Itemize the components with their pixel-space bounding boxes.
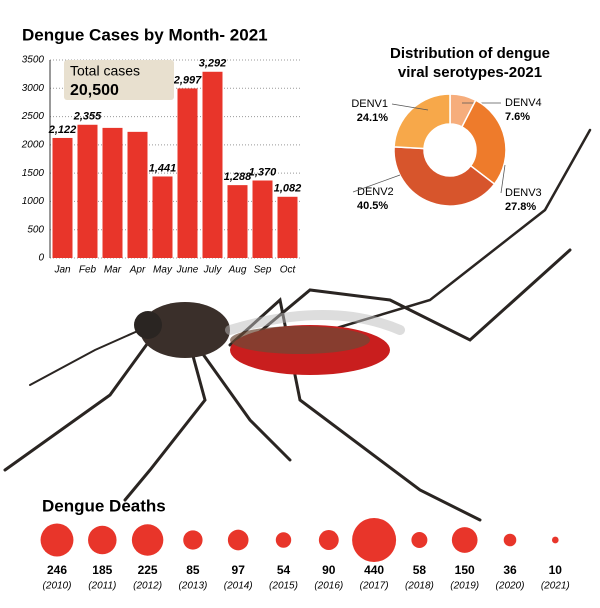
pie-slice (393, 146, 496, 207)
y-tick-label: 3500 (22, 55, 45, 66)
x-tick-label: Feb (79, 265, 97, 276)
bubble-category-label: (2011) (88, 581, 116, 592)
y-tick-label: 3000 (22, 83, 45, 94)
bubble (503, 533, 517, 547)
annotation-box (64, 60, 174, 100)
bubble-category-label: (2020) (496, 581, 525, 592)
bar (152, 176, 173, 258)
bubble (411, 532, 428, 548)
bubble-category-label: (2021) (541, 581, 570, 592)
bar (77, 124, 98, 258)
y-tick-label: 2000 (21, 139, 45, 150)
leader-line (500, 164, 506, 194)
bubble-category-label: (2017) (360, 581, 389, 592)
bubble-value-label: 185 (92, 563, 112, 577)
bubble-value-label: 246 (47, 563, 67, 577)
bubble-category-label: (2018) (405, 581, 434, 592)
pie-category-label: DENV1 (351, 98, 388, 110)
data-label: 1,441 (149, 162, 177, 174)
bubble-title: Dengue Deaths (42, 496, 166, 515)
bubble (183, 530, 203, 550)
pie-category-label: DENV4 (505, 97, 542, 109)
bubble-value-label: 36 (503, 563, 517, 577)
bubble-category-label: (2010) (43, 581, 72, 592)
data-label: 1,288 (224, 171, 252, 183)
x-tick-label: Sep (254, 265, 272, 276)
bubble-value-label: 58 (413, 563, 427, 577)
x-tick-label: Mar (104, 265, 122, 276)
bubble-category-label: (2015) (269, 581, 298, 592)
bubble (551, 536, 559, 544)
bubble (318, 530, 339, 550)
data-label: 3,292 (199, 58, 227, 70)
bubble-value-label: 85 (186, 563, 200, 577)
bubble-category-label: (2012) (133, 581, 162, 592)
bar (252, 180, 273, 258)
pie-title: Distribution of dengue viral serotypes-2… (390, 45, 550, 81)
y-tick-label: 1500 (22, 168, 45, 179)
pie-category-label: DENV3 (505, 187, 542, 199)
bubble-category-label: (2019) (450, 581, 479, 592)
bubble (88, 525, 117, 555)
y-tick-label: 500 (27, 224, 44, 235)
pie-value-label: 24.1% (357, 112, 388, 124)
pie-slice (393, 93, 451, 150)
bubble-value-label: 97 (232, 563, 246, 577)
bubble (451, 527, 478, 553)
bubble-value-label: 54 (277, 563, 291, 577)
x-tick-label: Aug (228, 265, 247, 276)
annotation-value: 20,500 (70, 82, 119, 99)
annotation-label: Total cases (70, 63, 140, 79)
x-tick-label: Jan (53, 265, 71, 276)
data-label: 2,997 (173, 74, 202, 86)
bubble (131, 524, 164, 556)
y-tick-label: 1000 (22, 196, 45, 207)
bar (227, 185, 248, 258)
bubble-category-label: (2013) (178, 581, 207, 592)
bubble-category-label: (2016) (314, 581, 343, 592)
bar (102, 127, 123, 258)
x-tick-label: Apr (129, 265, 146, 276)
bar (177, 88, 198, 258)
bar (202, 71, 223, 259)
mosquito-illustration (3, 128, 592, 522)
pie-category-label: DENV2 (357, 186, 394, 198)
pie-value-label: 40.5% (357, 200, 388, 212)
y-tick-label: 2500 (21, 111, 45, 122)
chart-title: Dengue Cases by Month- 2021 (22, 25, 268, 44)
x-tick-label: May (153, 265, 173, 276)
bubble-value-label: 225 (138, 563, 158, 577)
data-label: 1,370 (249, 166, 277, 178)
x-tick-label: July (203, 265, 223, 276)
bubble-value-label: 150 (455, 563, 475, 577)
bubble (352, 518, 397, 562)
x-tick-label: June (176, 265, 199, 276)
leader-line (391, 103, 429, 111)
data-label: 2,122 (48, 124, 77, 136)
data-label: 2,355 (73, 111, 102, 123)
bubble-category-label: (2014) (224, 581, 253, 592)
bubble-value-label: 90 (322, 563, 336, 577)
data-label: 1,082 (274, 183, 302, 195)
bubble (275, 532, 292, 548)
pie-value-label: 27.8% (505, 201, 536, 213)
bar (277, 196, 298, 258)
bubble (40, 523, 74, 557)
bar (127, 131, 148, 258)
x-tick-label: Oct (280, 265, 297, 276)
pie-value-label: 7.6% (505, 111, 530, 123)
bubble-value-label: 440 (364, 563, 384, 577)
leader-line (352, 174, 401, 193)
bar (52, 137, 73, 258)
bubble (227, 529, 249, 551)
pie-slice (460, 99, 507, 186)
bubble-value-label: 10 (549, 563, 563, 577)
y-tick-label: 0 (38, 253, 44, 264)
